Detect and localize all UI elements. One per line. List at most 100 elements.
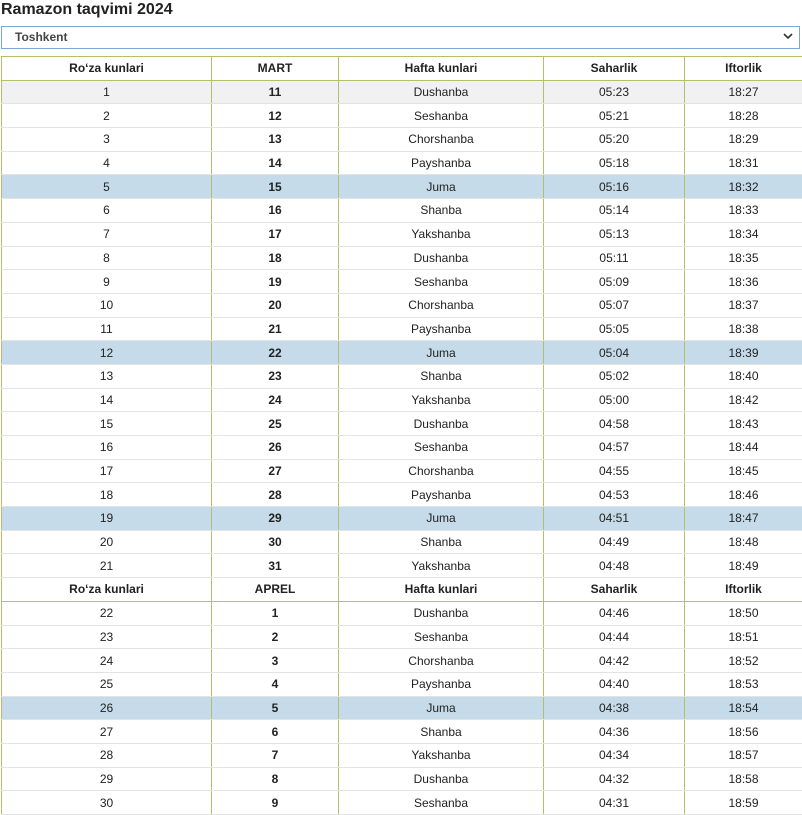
saharlik-time: 05:16 <box>544 175 685 199</box>
saharlik-time: 05:02 <box>544 364 685 388</box>
city-select-value: Toshkent <box>15 30 67 44</box>
saharlik-time: 04:46 <box>544 601 685 625</box>
column-header: Ro‘za kunlari <box>2 578 212 602</box>
date: 11 <box>212 80 339 104</box>
weekday: Dushanba <box>339 80 544 104</box>
fasting-day: 1 <box>2 80 212 104</box>
city-select[interactable]: Toshkent <box>1 26 800 49</box>
saharlik-time: 04:58 <box>544 412 685 436</box>
saharlik-time: 04:40 <box>544 672 685 696</box>
fasting-day: 25 <box>2 672 212 696</box>
weekday: Payshanba <box>339 151 544 175</box>
saharlik-time: 04:51 <box>544 507 685 531</box>
weekday: Shanba <box>339 364 544 388</box>
column-header: Iftorlik <box>685 57 802 81</box>
date: 13 <box>212 128 339 152</box>
fasting-day: 14 <box>2 388 212 412</box>
iftorlik-time: 18:34 <box>685 222 802 246</box>
weekday: Dushanba <box>339 246 544 270</box>
saharlik-time: 04:55 <box>544 459 685 483</box>
fasting-day: 28 <box>2 743 212 767</box>
date: 20 <box>212 293 339 317</box>
saharlik-time: 04:53 <box>544 483 685 507</box>
saharlik-time: 05:20 <box>544 128 685 152</box>
weekday: Shanba <box>339 530 544 554</box>
column-header: Hafta kunlari <box>339 578 544 602</box>
date: 29 <box>212 507 339 531</box>
iftorlik-time: 18:59 <box>685 791 802 815</box>
iftorlik-time: 18:38 <box>685 317 802 341</box>
fasting-day: 22 <box>2 601 212 625</box>
fasting-day: 30 <box>2 791 212 815</box>
iftorlik-time: 18:47 <box>685 507 802 531</box>
date: 9 <box>212 791 339 815</box>
iftorlik-time: 18:58 <box>685 767 802 791</box>
saharlik-time: 05:11 <box>544 246 685 270</box>
column-header: Hafta kunlari <box>339 57 544 81</box>
weekday: Seshanba <box>339 625 544 649</box>
column-header: Saharlik <box>544 578 685 602</box>
date: 6 <box>212 720 339 744</box>
date: 8 <box>212 767 339 791</box>
saharlik-time: 04:38 <box>544 696 685 720</box>
fasting-day: 23 <box>2 625 212 649</box>
iftorlik-time: 18:33 <box>685 199 802 223</box>
date: 28 <box>212 483 339 507</box>
date: 17 <box>212 222 339 246</box>
fasting-day: 16 <box>2 436 212 460</box>
date: 12 <box>212 104 339 128</box>
date: 1 <box>212 601 339 625</box>
weekday: Chorshanba <box>339 128 544 152</box>
iftorlik-time: 18:28 <box>685 104 802 128</box>
saharlik-time: 05:00 <box>544 388 685 412</box>
saharlik-time: 04:31 <box>544 791 685 815</box>
date: 16 <box>212 199 339 223</box>
iftorlik-time: 18:56 <box>685 720 802 744</box>
weekday: Chorshanba <box>339 649 544 673</box>
weekday: Juma <box>339 507 544 531</box>
fasting-day: 5 <box>2 175 212 199</box>
fasting-day: 6 <box>2 199 212 223</box>
iftorlik-time: 18:27 <box>685 80 802 104</box>
column-header: Ro‘za kunlari <box>2 57 212 81</box>
saharlik-time: 04:57 <box>544 436 685 460</box>
weekday: Dushanba <box>339 767 544 791</box>
fasting-day: 29 <box>2 767 212 791</box>
iftorlik-time: 18:45 <box>685 459 802 483</box>
iftorlik-time: 18:29 <box>685 128 802 152</box>
weekday: Payshanba <box>339 483 544 507</box>
saharlik-time: 04:49 <box>544 530 685 554</box>
iftorlik-time: 18:57 <box>685 743 802 767</box>
fasting-day: 18 <box>2 483 212 507</box>
fasting-day: 2 <box>2 104 212 128</box>
iftorlik-time: 18:43 <box>685 412 802 436</box>
weekday: Chorshanba <box>339 293 544 317</box>
fasting-day: 10 <box>2 293 212 317</box>
weekday: Yakshanba <box>339 388 544 412</box>
date: 25 <box>212 412 339 436</box>
fasting-day: 26 <box>2 696 212 720</box>
weekday: Yakshanba <box>339 743 544 767</box>
weekday: Shanba <box>339 720 544 744</box>
chevron-down-icon <box>783 27 793 48</box>
iftorlik-time: 18:36 <box>685 270 802 294</box>
weekday: Juma <box>339 696 544 720</box>
column-header: MART <box>212 57 339 81</box>
iftorlik-time: 18:52 <box>685 649 802 673</box>
weekday: Yakshanba <box>339 554 544 578</box>
weekday: Dushanba <box>339 412 544 436</box>
saharlik-time: 04:48 <box>544 554 685 578</box>
iftorlik-time: 18:54 <box>685 696 802 720</box>
